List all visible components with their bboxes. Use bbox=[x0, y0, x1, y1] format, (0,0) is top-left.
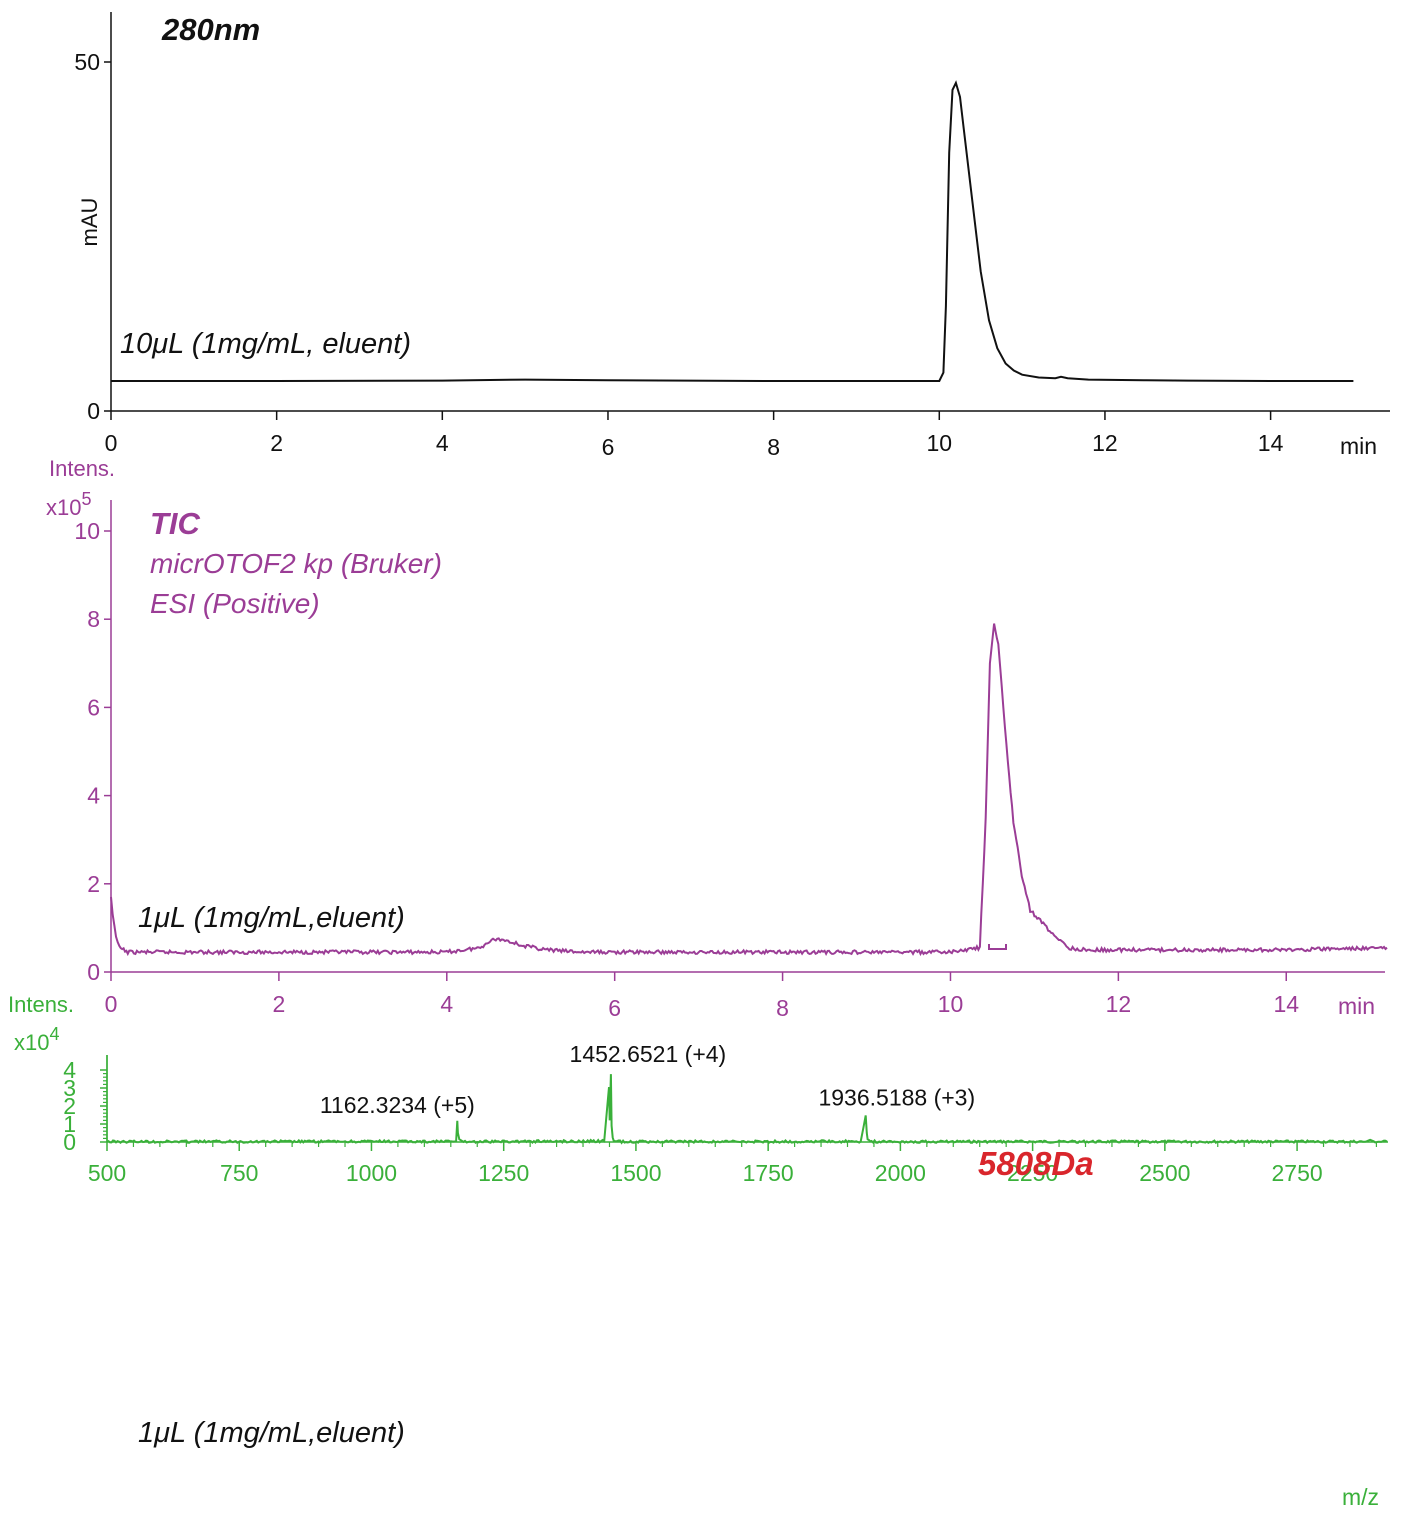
tic-x-tick-label: 0 bbox=[105, 991, 118, 1017]
uv-y-tick-label: 50 bbox=[74, 49, 100, 75]
tic-y-tick-label: 4 bbox=[87, 783, 100, 809]
ms-peak-label: 1936.5188 (+3) bbox=[818, 1084, 975, 1110]
mass-spectrum-panel: 500 750 1000 1250 1500 1750 2000 2250 2500 2750 0… bbox=[8, 992, 1388, 1510]
tic-trace bbox=[110, 623, 1388, 957]
ms-deconvoluted-mass: 5808Da bbox=[978, 1145, 1094, 1182]
tic-subtitle-ionization: ESI (Positive) bbox=[150, 588, 320, 619]
ms-y-tick-label: 2 bbox=[63, 1093, 76, 1119]
ms-x-tick-label: 1500 bbox=[610, 1160, 661, 1186]
ms-annotation: 1μL (1mg/mL,eluent) bbox=[138, 1417, 405, 1449]
tic-title: TIC bbox=[150, 506, 201, 541]
ms-y-tick-label: 3 bbox=[63, 1075, 76, 1101]
tic-ylabel-scale: x105 bbox=[46, 489, 92, 520]
tic-x-tick-label: 14 bbox=[1273, 991, 1299, 1017]
ms-x-tick-label: 1250 bbox=[478, 1160, 529, 1186]
uv-x-tick-label: 12 bbox=[1092, 430, 1118, 456]
uv-y-tick-label: 0 bbox=[87, 398, 100, 424]
uv-x-tick-label: 0 bbox=[105, 430, 118, 456]
uv-title: 280nm bbox=[161, 12, 260, 47]
tic-ylabel-intens: Intens. bbox=[49, 456, 115, 481]
ms-x-tick-label: 1000 bbox=[346, 1160, 397, 1186]
ms-x-tick-label: 2000 bbox=[875, 1160, 926, 1186]
ms-ylabel-intens: Intens. bbox=[8, 992, 74, 1017]
tic-y-tick-label: 10 bbox=[74, 518, 100, 544]
tic-x-tick-label: 8 bbox=[776, 995, 789, 1021]
uv-annotation: 10μL (1mg/mL, eluent) bbox=[120, 328, 411, 360]
uv-x-tick-label: 2 bbox=[270, 430, 283, 456]
tic-annotation: 1μL (1mg/mL,eluent) bbox=[138, 902, 405, 934]
tic-x-tick-label: 2 bbox=[272, 991, 285, 1017]
ms-x-tick-label: 750 bbox=[220, 1160, 258, 1186]
tic-y-tick-label: 8 bbox=[87, 606, 100, 632]
ms-x-tick-label: 2250 bbox=[1007, 1160, 1058, 1186]
ms-spectrum-trace bbox=[106, 1074, 1388, 1145]
tic-chromatogram-panel: 0 2 4 6 8 10 12 14 0 2 4 6 8 10 Intens. x105 TIC mic… bbox=[46, 456, 1388, 1021]
ms-peak-label: 1162.3234 (+5) bbox=[320, 1092, 475, 1118]
ms-ylabel-scale: x104 bbox=[14, 1024, 60, 1055]
ms-y-tick-label: 1 bbox=[63, 1111, 76, 1137]
ms-x-tick-label: 1750 bbox=[743, 1160, 794, 1186]
uv-x-tick-label: 10 bbox=[926, 430, 952, 456]
ms-x-tick-label: 500 bbox=[88, 1160, 126, 1186]
uv-x-unit: min bbox=[1340, 433, 1377, 459]
ms-x-tick-label: 2750 bbox=[1271, 1160, 1322, 1186]
tic-x-tick-label: 6 bbox=[608, 995, 621, 1021]
tic-y-tick-label: 2 bbox=[87, 871, 100, 897]
uv-chromatogram-panel: 0 2 4 6 8 10 12 14 0 50 280nm mAU min 10μL (1mg/… bbox=[74, 12, 1390, 460]
ms-ylabel-exponent: 4 bbox=[49, 1024, 59, 1044]
ms-y-tick-label: 4 bbox=[63, 1057, 76, 1083]
tic-x-unit: min bbox=[1338, 993, 1375, 1019]
ms-x-unit: m/z bbox=[1342, 1484, 1379, 1510]
ms-peak-label: 1452.6521 (+4) bbox=[570, 1041, 727, 1067]
tic-ylabel-exponent: 5 bbox=[81, 489, 91, 509]
uv-x-tick-label: 4 bbox=[436, 430, 449, 456]
uv-x-tick-label: 6 bbox=[602, 434, 615, 460]
tic-integration-bracket bbox=[988, 944, 1007, 950]
ms-y-tick-label: 0 bbox=[63, 1129, 76, 1155]
tic-y-tick-label: 0 bbox=[87, 959, 100, 985]
tic-x-tick-label: 12 bbox=[1106, 991, 1132, 1017]
tic-x-tick-label: 10 bbox=[938, 991, 964, 1017]
uv-x-tick-label: 14 bbox=[1258, 430, 1284, 456]
tic-subtitle-instrument: micrOTOF2 kp (Bruker) bbox=[150, 548, 442, 579]
tic-y-tick-label: 6 bbox=[87, 694, 100, 720]
tic-x-tick-label: 4 bbox=[440, 991, 453, 1017]
ms-x-tick-label: 2500 bbox=[1139, 1160, 1190, 1186]
uv-trace bbox=[111, 80, 1354, 382]
uv-ylabel: mAU bbox=[77, 198, 102, 247]
uv-x-tick-label: 8 bbox=[767, 434, 780, 460]
